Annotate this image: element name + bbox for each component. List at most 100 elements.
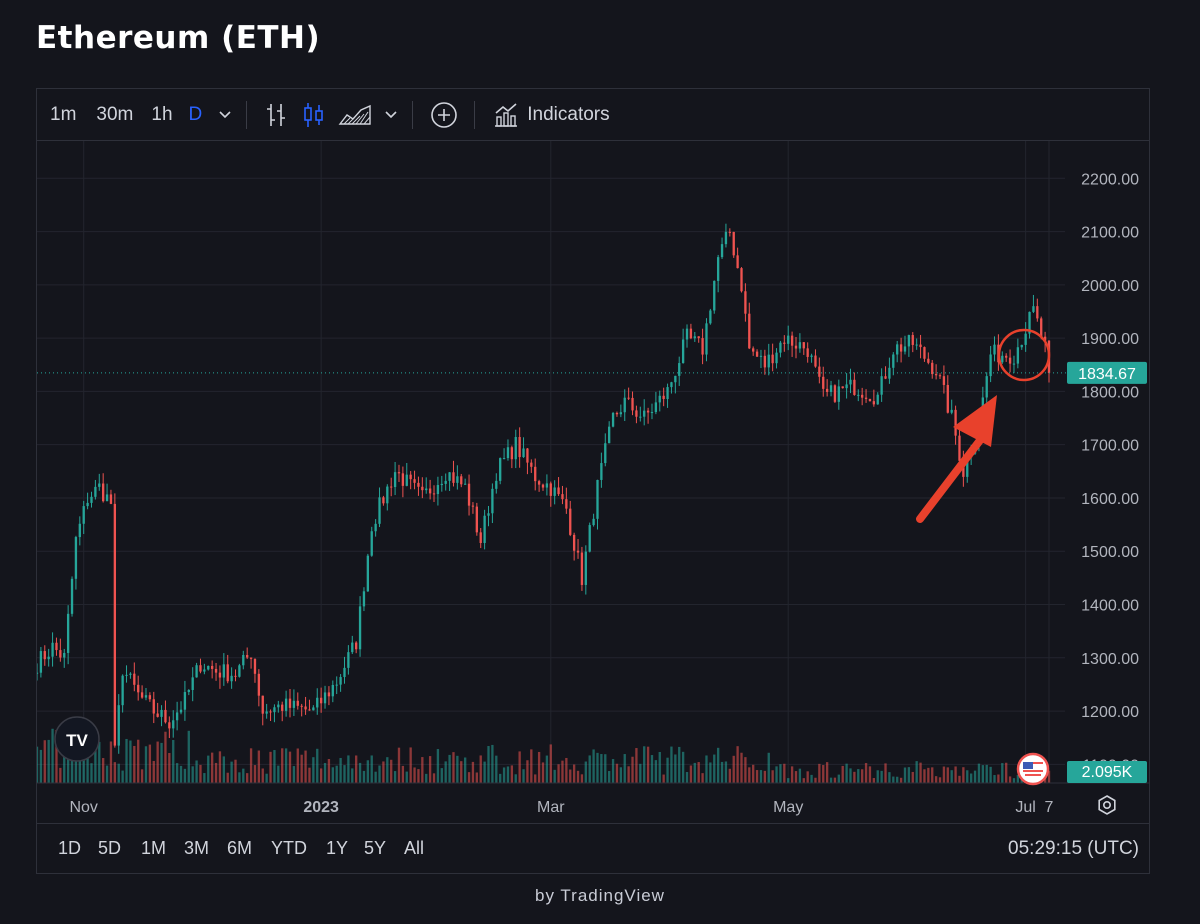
interval-30m[interactable]: 30m <box>96 103 134 125</box>
candle-body <box>502 458 506 460</box>
indicators-button[interactable]: Indicators <box>527 103 610 125</box>
candle-body <box>226 664 229 682</box>
candle-body <box>66 613 70 653</box>
candle-body <box>1005 355 1008 358</box>
candle <box>853 372 856 396</box>
candle-body <box>942 376 946 385</box>
interval-d[interactable]: D <box>188 103 203 125</box>
volume-bar <box>109 741 113 783</box>
candle <box>47 648 50 667</box>
candle <box>133 662 136 692</box>
chevron-down-icon[interactable] <box>218 110 232 120</box>
volume-bar <box>759 770 763 783</box>
volume-bar <box>335 765 338 783</box>
candle-body <box>794 345 798 349</box>
candle <box>105 483 109 502</box>
candle-body <box>335 684 338 686</box>
volume-bar <box>1008 776 1012 783</box>
candle <box>923 346 926 362</box>
indicators-icon[interactable] <box>493 102 519 128</box>
candle-body <box>938 375 942 377</box>
candle-body <box>374 523 377 532</box>
volume-bar <box>444 761 447 783</box>
area-chart-icon[interactable] <box>338 102 372 128</box>
candle <box>592 513 595 527</box>
volume-bar <box>370 755 373 783</box>
range-1m[interactable]: 1M <box>141 838 167 858</box>
x-tick-label: 2023 <box>303 799 339 816</box>
range-5d[interactable]: 5D <box>98 838 122 858</box>
candle-body <box>288 698 292 708</box>
attribution[interactable]: by TradingView <box>535 886 665 905</box>
utc-clock[interactable]: 05:29:15 (UTC) <box>1008 838 1139 859</box>
bar-chart-icon[interactable] <box>264 102 288 128</box>
interval-1m[interactable]: 1m <box>50 103 77 125</box>
range-1y[interactable]: 1Y <box>326 838 349 858</box>
volume-bar <box>351 768 354 783</box>
candle <box>635 405 638 424</box>
range-6m[interactable]: 6M <box>227 838 253 858</box>
candle <box>849 368 852 394</box>
candle <box>502 448 506 460</box>
volume-bar <box>479 755 482 783</box>
range-3m[interactable]: 3M <box>184 838 210 858</box>
candle <box>487 505 490 527</box>
range-5y[interactable]: 5Y <box>364 838 387 858</box>
volume-bar <box>666 757 669 783</box>
candle <box>678 356 681 386</box>
candle-body <box>304 706 307 710</box>
chevron-down-icon[interactable] <box>384 110 398 120</box>
candle-body <box>755 351 759 357</box>
volume-bar <box>755 770 759 783</box>
tradingview-logo[interactable]: TV <box>54 716 100 762</box>
candle <box>343 656 346 684</box>
candle <box>604 433 607 467</box>
candle <box>627 387 630 401</box>
range-ytd[interactable]: YTD <box>271 838 307 858</box>
volume-bar <box>487 746 490 783</box>
volume-bar <box>312 757 315 783</box>
candle-body <box>37 672 39 674</box>
candle-body <box>51 642 54 657</box>
candle <box>374 519 377 537</box>
volume-bar <box>553 769 556 783</box>
volume-bar <box>300 754 303 783</box>
range-bar: 1D 5D 1M 3M 6M YTD 1Y 5Y All 05:29:15 (U… <box>37 823 1149 873</box>
candle-body <box>705 323 708 355</box>
settings-icon[interactable] <box>1098 795 1116 815</box>
candle <box>697 336 700 343</box>
volume-bar <box>187 730 190 783</box>
candle-body <box>160 709 163 717</box>
candle-body <box>284 698 288 711</box>
price-chart[interactable]: 2200.00 2100.00 2000.00 1900.00 1800.00 1700.… <box>37 141 1149 825</box>
candle-body <box>378 497 381 524</box>
candle-body <box>744 291 747 314</box>
candle-body <box>121 675 124 706</box>
x-tick-label: Nov <box>69 799 97 816</box>
candle-body <box>47 656 50 660</box>
candle <box>483 509 486 550</box>
candle-body <box>650 412 654 414</box>
range-all[interactable]: All <box>404 838 425 858</box>
volume-bar <box>849 768 852 783</box>
plus-circle-icon[interactable] <box>430 101 458 129</box>
volume-bar <box>518 751 521 783</box>
candle-body <box>355 642 358 650</box>
us-flag-icon[interactable] <box>1016 752 1050 786</box>
candle-body <box>950 409 953 413</box>
candle-body <box>125 674 128 676</box>
candlestick-icon[interactable] <box>302 102 326 128</box>
volume-bar <box>378 765 381 783</box>
candle-body <box>779 342 782 353</box>
candle-body <box>117 705 120 746</box>
candle <box>304 696 307 715</box>
candle <box>152 691 155 724</box>
volume-bar <box>428 756 432 783</box>
candle-body <box>222 664 225 678</box>
candle-body <box>592 518 595 526</box>
candle <box>759 349 763 369</box>
interval-1h[interactable]: 1h <box>151 103 173 125</box>
volume-bar <box>973 770 977 783</box>
x-tick-label: 7 <box>1045 799 1054 816</box>
range-1d[interactable]: 1D <box>58 838 82 858</box>
